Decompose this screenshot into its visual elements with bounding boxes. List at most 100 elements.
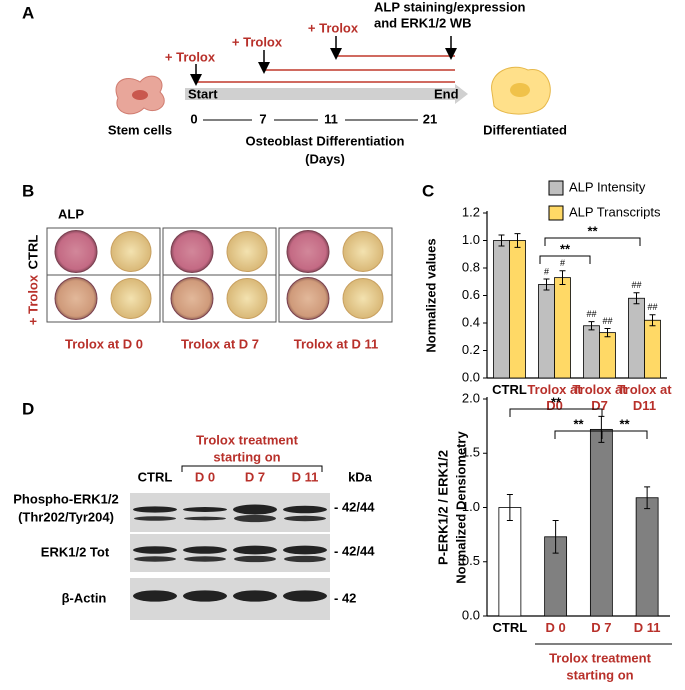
band (184, 516, 226, 521)
y-axis-label: Normalized values (423, 238, 438, 352)
start-label: Start (188, 86, 218, 101)
x-tick-label-box: CTRL (492, 382, 527, 397)
treatment-label: + Trolox (308, 20, 359, 35)
micro-image (342, 231, 384, 272)
x-tick-label-box: Trolox at D11 (617, 382, 672, 413)
legend-label: ALP Intensity (569, 179, 646, 194)
x-tick-label: D 0 (545, 620, 566, 635)
legend-swatch (548, 205, 564, 221)
band (183, 590, 227, 602)
band (134, 556, 176, 562)
blot-row-label: Phospho-ERK1/2 (13, 491, 118, 506)
band (233, 590, 277, 602)
well-image (170, 230, 214, 273)
y-axis-label: P-ERK1/2 / ERK1/2 (435, 450, 450, 565)
size-label: - 42/44 (334, 499, 375, 514)
significance-bracket (509, 408, 603, 417)
significance-bracket (601, 430, 648, 439)
band (133, 590, 177, 602)
blot-row-label: β-Actin (62, 590, 107, 605)
y-tick-label: 1.0 (462, 232, 480, 247)
bar (583, 325, 600, 379)
x-tick-label-box: D 11 (633, 620, 661, 635)
well-image (170, 277, 214, 320)
significance-mark: ## (586, 309, 596, 319)
significance-bracket (539, 255, 591, 264)
band (234, 555, 276, 563)
caption: Differentiated (483, 122, 567, 137)
x-axis-caption: starting on (566, 667, 633, 682)
x-tick-label-box: CTRL (493, 620, 528, 635)
error-bar (598, 415, 605, 443)
row-label: CTRL (25, 235, 40, 270)
x-tick-label: D 11 (633, 620, 661, 635)
endpoint-label: and ERK1/2 WB (374, 15, 472, 30)
y-tick-label: 0.4 (462, 314, 480, 329)
band (183, 507, 227, 512)
y-axis-label: Normalized Densiometry (453, 431, 468, 584)
treatment-label: + Trolox (165, 49, 216, 64)
stain-label: ALP (58, 206, 84, 221)
band (284, 515, 326, 522)
bar (538, 284, 555, 379)
panel-label: A (22, 3, 34, 22)
y-tick-label: 0.0 (462, 369, 480, 384)
day-label: 11 (324, 111, 338, 126)
bar (493, 240, 510, 379)
panel-label: C (422, 181, 434, 200)
error-bar (588, 321, 595, 331)
error-bar (559, 270, 566, 285)
well-image (286, 230, 330, 273)
stem-cell-nucleus (132, 90, 148, 100)
axis-caption: Osteoblast Differentiation (246, 133, 405, 148)
column-label: Trolox at D 7 (181, 336, 259, 351)
legend-swatch (548, 180, 564, 196)
significance-mark: # (544, 266, 549, 276)
significance-label: ** (587, 223, 598, 238)
band (234, 514, 276, 523)
day-label: 21 (423, 111, 437, 126)
x-tick-label: Trolox at D11 (617, 382, 672, 413)
well-image (286, 277, 330, 320)
band (134, 516, 176, 521)
panel-d-blot: D Trolox treatment starting on CTRL D 0 … (13, 399, 375, 620)
y-tick-label: 0.5 (462, 553, 480, 568)
significance-mark: ## (602, 316, 612, 326)
y-tick-label: 2.0 (462, 390, 480, 405)
bar (628, 297, 645, 379)
error-bar (543, 278, 550, 291)
panel-b: B ALP CTRL + Trolox Trolox at D 0 Trolox… (22, 181, 393, 351)
band (233, 545, 277, 555)
significance-label: ** (573, 416, 584, 431)
endpoint-label: ALP staining/expression (374, 0, 526, 14)
band (133, 546, 177, 554)
treatment-label: Trolox treatment (196, 432, 299, 447)
timeline-arrow (185, 84, 468, 104)
panel-label: D (22, 399, 34, 418)
y-tick-label: 1.0 (462, 499, 480, 514)
blot-row-label: ERK1/2 Tot (41, 544, 110, 559)
significance-label: ** (560, 241, 571, 256)
band (184, 556, 226, 562)
column-label: Trolox at D 11 (294, 336, 379, 351)
bar (554, 277, 571, 379)
x-tick-label: CTRL (492, 382, 527, 397)
y-tick-label: 0.0 (462, 607, 480, 622)
band (283, 545, 327, 555)
band (284, 555, 326, 563)
day-label: 0 (190, 111, 197, 126)
axis-caption: (Days) (305, 151, 345, 166)
micro-image (226, 278, 268, 319)
micro-image (226, 231, 268, 272)
treatment-label: + Trolox (232, 34, 283, 49)
micro-image (110, 278, 152, 319)
well-image (54, 230, 98, 273)
band (283, 505, 327, 514)
x-tick-label-box: D 0 (545, 620, 566, 635)
lane-label: CTRL (138, 469, 173, 484)
x-tick-label-box: D 7 (591, 620, 611, 635)
error-bar (552, 520, 559, 554)
significance-label: ** (551, 394, 562, 409)
end-label: End (434, 86, 459, 101)
